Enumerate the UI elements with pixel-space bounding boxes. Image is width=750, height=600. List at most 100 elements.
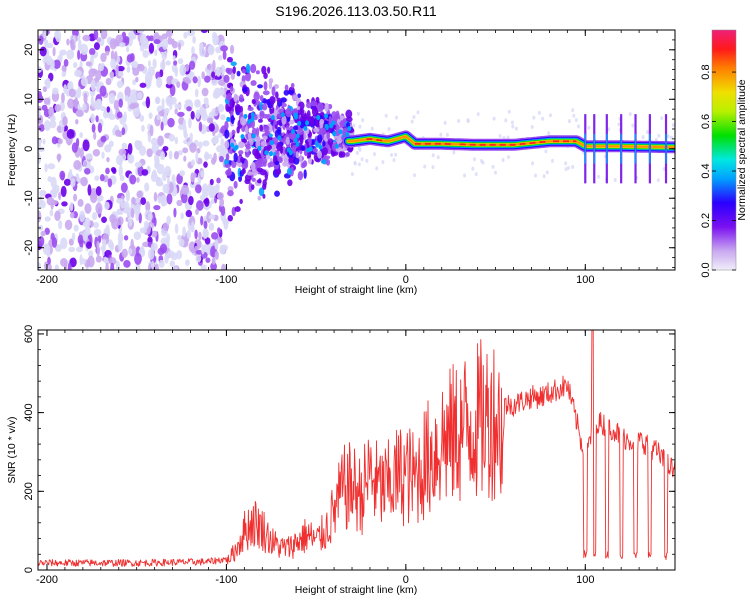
spectrogram-noise [223,74,230,83]
spectrogram-blob [234,144,239,150]
spectrogram-noise [317,134,323,144]
spectrogram-noise [129,89,138,101]
spectrogram-noise [230,114,235,125]
spectrogram-noise [310,100,318,107]
spectrogram-noise [147,248,155,260]
spectrogram-noise [84,203,92,214]
spectrogram-noise [288,119,295,125]
spectrogram-noise [297,93,301,98]
spectrogram-noise [150,230,158,238]
spectrogram-noise [292,94,298,101]
spectrogram-noise [218,79,226,86]
spectrogram-noise [617,122,621,127]
spectrogram-noise [507,109,511,114]
spectrogram-noise [492,116,496,121]
spectrogram-noise [244,150,250,158]
spectrogram-ytick-label: -10 [23,190,35,206]
spectrogram-noise [96,84,100,93]
spectrogram-noise [326,159,331,166]
spectrogram-blob [295,141,300,147]
spectrogram-noise [173,207,177,218]
colorbar-label: Normalized spectral amplitude [736,79,748,220]
spectrogram-noise [60,237,68,250]
spectrogram-noise [69,211,75,219]
spectrogram-signal-peak [366,137,385,142]
spectrogram-noise [276,143,283,152]
snr-xtick-label: 0 [403,574,409,586]
spectrogram-noise [263,72,268,80]
spectrogram-noise [123,235,129,241]
snr-ytick-label: 600 [23,325,35,343]
spectrogram-noise [119,175,125,182]
spectrogram-noise [123,111,127,123]
spectrogram-noise [194,100,201,108]
snr-axes: -200 -100 0 100 0 200 400 600 [23,325,676,586]
spectrogram-noise [445,132,449,137]
spectrogram-noise [188,195,194,206]
spectrogram-noise [171,174,176,185]
spectrogram-noise [214,239,219,250]
spectrogram-noise [328,115,332,124]
spectrogram-noise [316,102,324,113]
spectrogram-noise [61,64,67,73]
spectrogram-noise [491,164,495,169]
spectrogram-noise [295,151,299,159]
spectrogram-noise [147,212,153,221]
spectrogram-noise [233,93,238,103]
spectrogram-noise [247,132,252,140]
spectrogram-noise [256,179,262,184]
spectrogram-noise [72,61,78,69]
spectrogram-noise [567,119,571,124]
spectrogram-noise [192,76,198,84]
spectrogram-noise [443,120,447,125]
spectrogram-noise [101,216,107,223]
spectrogram-noise [361,118,365,123]
page-title: S196.2026.113.03.50.R11 [275,3,437,19]
spectrogram-noise [117,65,125,72]
spectrogram-noise [79,254,83,266]
spectrogram-noise [59,170,66,181]
spectrogram-noise [474,172,478,177]
spectrogram-noise [54,244,62,252]
spectrogram-noise [504,118,508,123]
spectrogram-blob [297,121,302,127]
spectrogram-noise [564,161,568,166]
spectrogram-noise [597,174,601,179]
spectrogram-noise [60,123,65,134]
spectrogram-noise [239,111,244,117]
spectrogram-noise [218,55,223,61]
spectrogram-noise [95,115,99,123]
spectrogram-noise [613,177,617,182]
spectrogram-noise [197,75,201,88]
spectrogram-noise [240,156,244,163]
spectrogram-noise [107,178,113,188]
spectrogram-noise [187,30,196,37]
spectrogram-noise [236,70,241,77]
spectrogram-noise [118,165,123,177]
spectrogram-noise [358,147,362,152]
spectrogram-noise [203,161,208,168]
colorbar-gradient [712,30,736,270]
spectrogram-noise [222,50,227,60]
spectrogram-noise [423,164,427,169]
spectrogram-noise [128,103,137,110]
spectrogram-noise [205,257,211,263]
spectrogram-noise [203,229,209,239]
spectrogram-noise [299,107,305,117]
spectrogram-blob [270,115,275,121]
spectrogram-noise [345,116,353,123]
spectrogram-noise [481,160,485,165]
spectrogram-noise [68,246,76,253]
spectrogram-noise [350,172,354,177]
spectrogram-noise [532,115,536,120]
spectrogram-noise [174,66,179,77]
spectrogram-noise [312,148,318,153]
spectrogram-noise [95,255,102,263]
spectrogram-noise [353,161,357,166]
spectrogram-noise [114,50,118,62]
spectrogram-noise [240,116,247,126]
spectrogram-noise [200,170,205,178]
spectrogram-noise [62,116,68,126]
spectrogram-noise [238,94,244,103]
